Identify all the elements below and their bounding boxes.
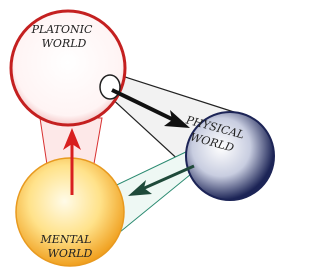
label-line: PLATONIC (31, 23, 93, 36)
label-line: WORLD (42, 37, 87, 50)
label-line: MENTAL (40, 233, 92, 246)
page: {"nodes": [ {"label": ["PLATONIC", "WORL… (0, 0, 320, 277)
three-worlds-diagram: PLATONIC WORLD PHYSICAL WORLD MENTAL WOR… (0, 0, 283, 277)
label-line: WORLD (48, 247, 93, 260)
cone-opening (100, 75, 120, 99)
